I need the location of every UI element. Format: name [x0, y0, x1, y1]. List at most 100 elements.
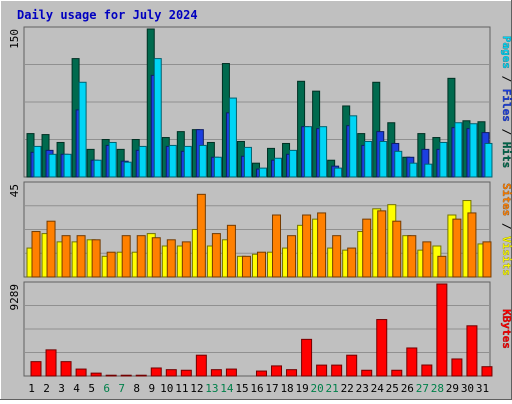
bar-pages-day-8: [138, 145, 147, 178]
x-tick-label-day-15: 15: [235, 382, 248, 395]
right-axis-label: KBytes: [500, 309, 512, 349]
legend-sites: Sites: [500, 183, 512, 216]
x-tick-label-day-13: 13: [205, 382, 218, 395]
x-tick-label-day-30: 30: [461, 382, 474, 395]
x-tick-label-day-5: 5: [88, 382, 95, 395]
bar-kbytes-day-31: [481, 366, 493, 377]
bar-kbytes-day-2: [45, 349, 57, 377]
bar-sites-day-31: [482, 241, 492, 278]
bar-kbytes-day-24: [376, 319, 388, 377]
bar-pages-day-13: [213, 156, 222, 178]
bar-pages-day-20: [319, 126, 328, 178]
bar-kbytes-day-20: [316, 364, 328, 377]
bar-kbytes-day-12: [195, 354, 207, 377]
bar-pages-day-19: [304, 126, 313, 178]
x-tick-label-day-29: 29: [446, 382, 459, 395]
legend-kbytes: KBytes: [500, 309, 512, 349]
bar-pages-day-28: [439, 141, 448, 178]
right-axis-label: Pages / Files / Hits: [500, 36, 512, 169]
right-axis-label: Sites / Visits: [500, 183, 512, 276]
x-tick-label-day-25: 25: [386, 382, 399, 395]
bar-kbytes-day-14: [225, 368, 237, 377]
bar-kbytes-day-21: [331, 364, 343, 377]
x-tick-label-day-2: 2: [43, 382, 50, 395]
bar-sites-day-2: [46, 220, 56, 278]
x-tick-label-day-23: 23: [356, 382, 369, 395]
x-tick-label-day-24: 24: [371, 382, 385, 395]
panel-visits-sites: 45 Sites / Visits: [8, 181, 512, 278]
bar-kbytes-day-9: [150, 367, 162, 377]
bar-kbytes-day-18: [286, 369, 298, 377]
legend-pages: Pages: [500, 36, 512, 69]
bar-kbytes-day-17: [271, 365, 283, 377]
bar-sites-day-11: [181, 241, 191, 278]
x-tick-label-day-22: 22: [341, 382, 354, 395]
x-tick-label-day-18: 18: [280, 382, 293, 395]
x-tick-label-day-17: 17: [265, 382, 278, 395]
bar-pages-day-12: [198, 144, 207, 178]
bar-sites-day-16: [256, 251, 266, 278]
bar-sites-day-20: [317, 212, 327, 278]
bar-kbytes-day-29: [451, 358, 463, 377]
bar-pages-day-23: [364, 140, 373, 178]
bar-pages-day-6: [108, 141, 117, 178]
bar-pages-day-10: [168, 144, 177, 178]
bar-sites-day-21: [332, 235, 342, 278]
bar-sites-day-24: [377, 210, 387, 278]
bar-kbytes-day-7: [120, 374, 132, 377]
bar-kbytes-day-6: [105, 374, 117, 377]
bar-sites-day-22: [347, 247, 357, 278]
bar-sites-day-5: [91, 239, 101, 278]
bar-kbytes-day-8: [135, 374, 147, 377]
bar-pages-day-21: [334, 167, 343, 178]
x-tick-label-day-16: 16: [250, 382, 263, 395]
bar-pages-day-27: [424, 163, 433, 178]
x-tick-label-day-1: 1: [28, 382, 35, 395]
x-tick-label-day-20: 20: [311, 382, 324, 395]
bar-pages-day-25: [394, 150, 403, 178]
bar-sites-day-15: [241, 255, 251, 278]
bar-kbytes-day-4: [75, 368, 87, 377]
bar-sites-day-26: [407, 235, 417, 278]
bar-kbytes-day-5: [90, 372, 102, 377]
bar-kbytes-day-23: [361, 369, 373, 377]
x-tick-label-day-9: 9: [148, 382, 155, 395]
bar-pages-day-24: [379, 140, 388, 178]
chart-title: Daily usage for July 2024: [17, 8, 198, 22]
bar-pages-day-11: [183, 145, 192, 178]
bar-sites-day-19: [302, 214, 312, 278]
bar-sites-day-29: [452, 218, 462, 278]
bar-sites-day-23: [362, 218, 372, 278]
bar-pages-day-15: [243, 146, 252, 178]
x-tick-label-day-6: 6: [103, 382, 110, 395]
x-tick-label-day-28: 28: [431, 382, 444, 395]
bar-kbytes-day-13: [210, 369, 222, 377]
x-tick-label-day-27: 27: [416, 382, 429, 395]
x-tick-label-day-26: 26: [401, 382, 414, 395]
bar-sites-day-4: [76, 235, 86, 278]
bar-pages-day-5: [93, 159, 102, 178]
bar-pages-day-16: [258, 167, 267, 178]
bar-pages-day-26: [409, 162, 418, 178]
bar-sites-day-28: [437, 255, 447, 278]
axis-max-label: 45: [8, 184, 21, 197]
bar-kbytes-day-26: [406, 347, 418, 377]
x-tick-label-day-19: 19: [295, 382, 308, 395]
bar-sites-day-30: [467, 212, 477, 278]
bar-pages-day-31: [484, 142, 493, 178]
bar-pages-day-22: [349, 115, 358, 178]
legend-hits: Hits: [500, 142, 512, 169]
bar-pages-day-3: [63, 153, 72, 178]
bar-pages-day-30: [469, 123, 478, 178]
bar-kbytes-day-28: [436, 283, 448, 377]
bar-kbytes-day-3: [60, 361, 72, 377]
bar-kbytes-day-30: [466, 325, 478, 377]
bar-pages-day-7: [123, 161, 132, 178]
bar-sites-day-12: [196, 193, 206, 278]
bar-pages-day-4: [78, 81, 87, 178]
bar-sites-day-3: [61, 235, 71, 278]
bar-pages-day-29: [454, 122, 463, 178]
bar-kbytes-day-1: [30, 361, 42, 377]
bar-sites-day-14: [226, 224, 236, 278]
